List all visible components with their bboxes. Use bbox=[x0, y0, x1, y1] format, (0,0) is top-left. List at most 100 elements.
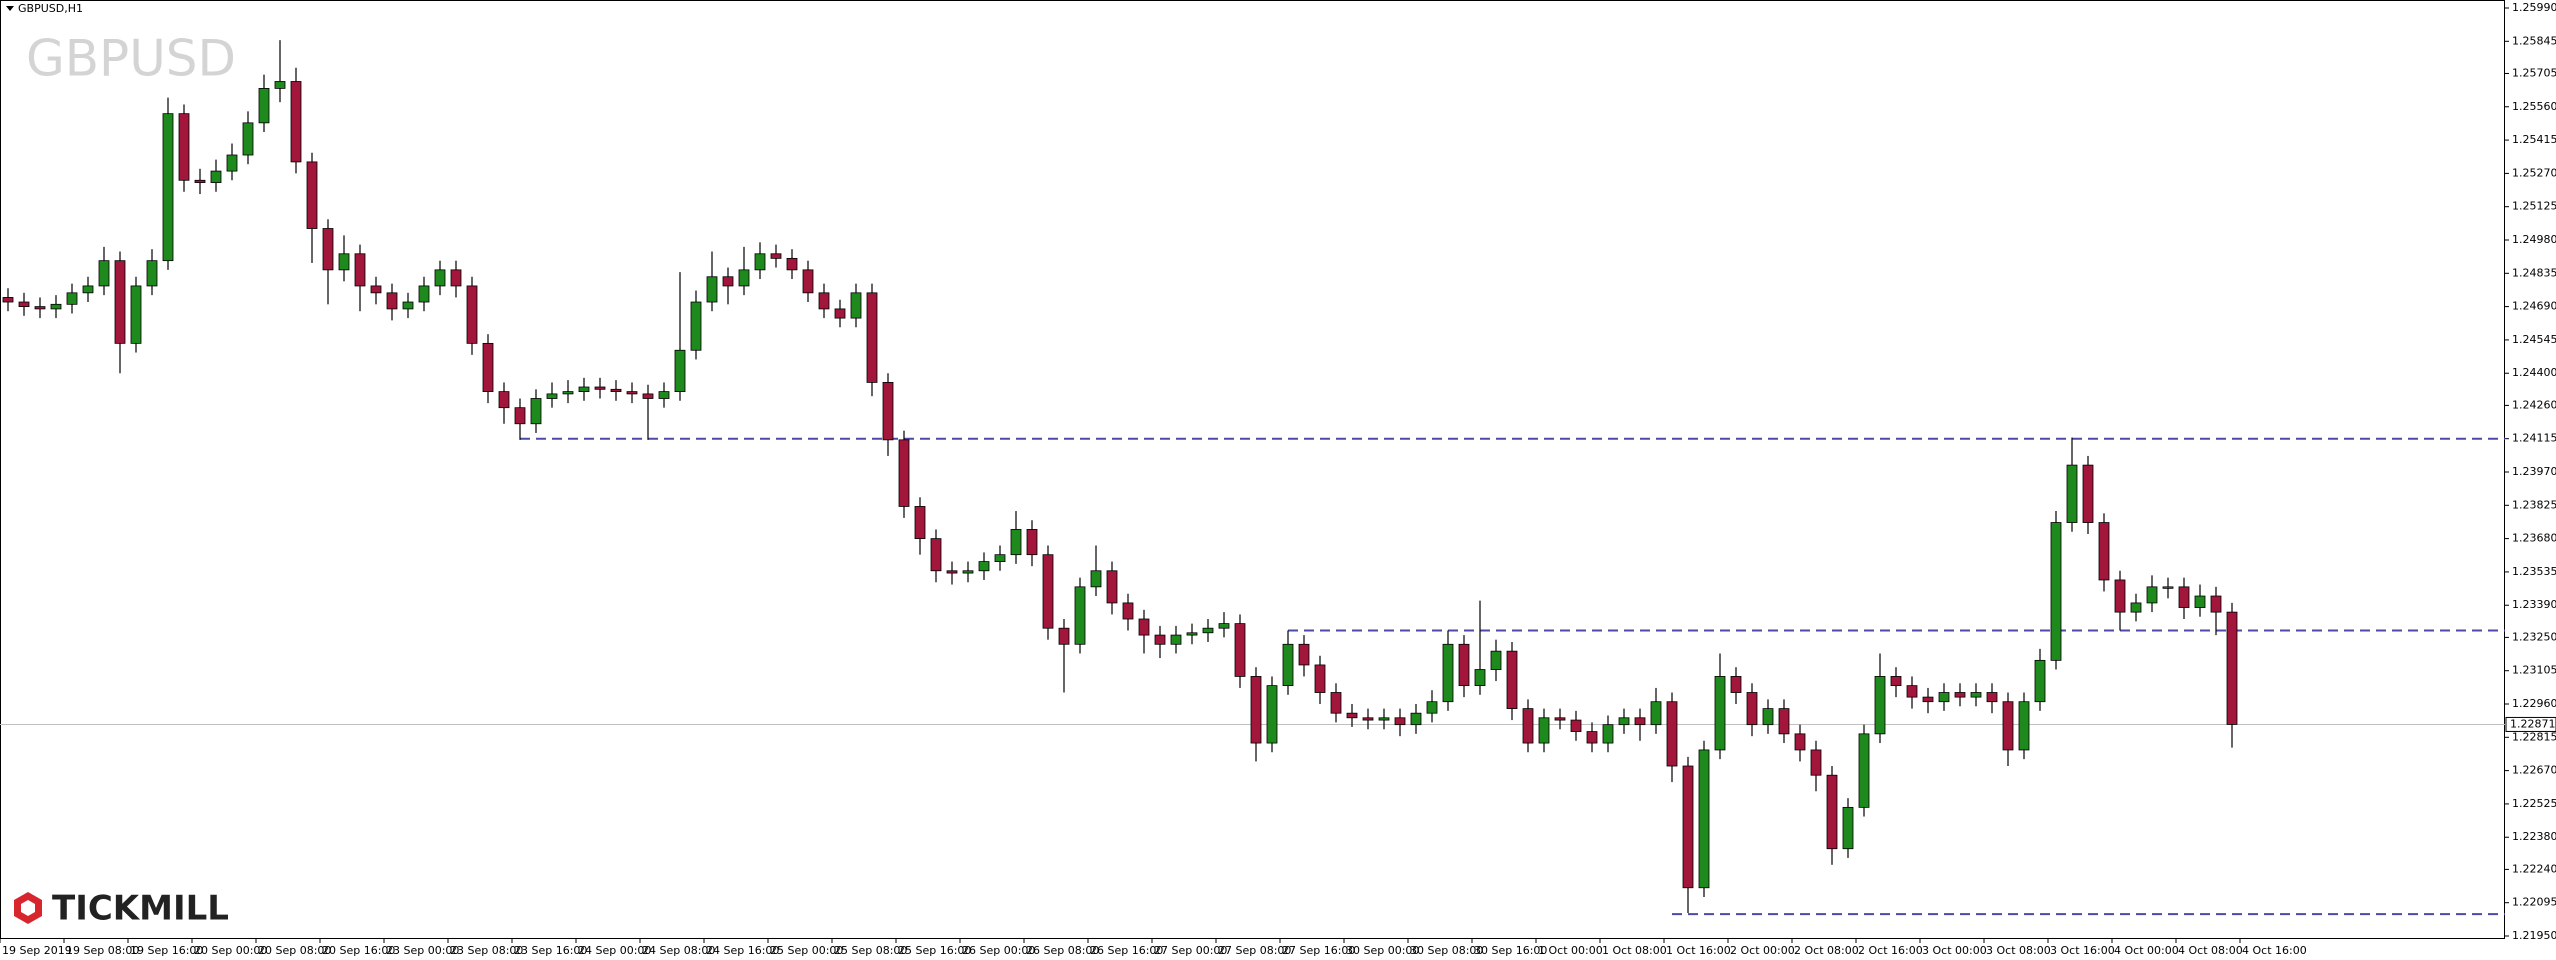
candle-body bbox=[834, 308, 846, 319]
candle-body bbox=[1698, 749, 1710, 889]
candle-body bbox=[1282, 643, 1294, 687]
candle-body bbox=[1138, 618, 1150, 636]
candle-body bbox=[434, 269, 446, 287]
candle-body bbox=[1218, 623, 1230, 629]
y-tick-label: 1.22815 bbox=[2512, 730, 2556, 743]
candle-body bbox=[1250, 676, 1262, 744]
candle-body bbox=[1170, 634, 1182, 645]
candle-body bbox=[322, 228, 334, 271]
candle-body bbox=[130, 285, 142, 344]
candle-body bbox=[1522, 708, 1534, 744]
candle-body bbox=[1682, 765, 1694, 889]
candle-body bbox=[546, 393, 558, 399]
candle-body bbox=[82, 285, 94, 294]
candle-body bbox=[114, 260, 126, 344]
candle-body bbox=[2066, 464, 2078, 523]
y-tick-label: 1.25125 bbox=[2512, 200, 2556, 213]
candle-body bbox=[1202, 627, 1214, 634]
brand-logo: TICKMILL bbox=[14, 889, 229, 929]
candle-body bbox=[1506, 650, 1518, 709]
y-tick-label: 1.24980 bbox=[2512, 233, 2556, 246]
y-tick-label: 1.24835 bbox=[2512, 266, 2556, 279]
x-tick-label: 23 Sep 08:00 bbox=[450, 944, 523, 957]
candle-body bbox=[626, 391, 638, 395]
candle-body bbox=[1762, 708, 1774, 726]
logo-icon-inner bbox=[21, 900, 35, 916]
x-tick-label: 25 Sep 16:00 bbox=[898, 944, 971, 957]
candle-body bbox=[1266, 685, 1278, 744]
x-tick-label: 30 Sep 08:00 bbox=[1410, 944, 1483, 957]
y-tick-label: 1.24400 bbox=[2512, 366, 2556, 379]
y-tick-label: 1.24260 bbox=[2512, 398, 2556, 411]
x-tick-label: 3 Oct 00:00 bbox=[1922, 944, 1987, 957]
x-tick-label: 4 Oct 00:00 bbox=[2114, 944, 2179, 957]
candle-body bbox=[1570, 719, 1582, 732]
candle-body bbox=[1410, 712, 1422, 726]
candle-body bbox=[1666, 701, 1678, 767]
candle-body bbox=[802, 269, 814, 294]
candle-body bbox=[354, 253, 366, 287]
candle-body bbox=[2162, 586, 2174, 589]
x-tick-label: 27 Sep 16:00 bbox=[1282, 944, 1355, 957]
candle-body bbox=[2050, 522, 2062, 661]
last-price-box bbox=[2505, 716, 2556, 732]
y-tick-label: 1.25705 bbox=[2512, 66, 2556, 79]
candle-body bbox=[450, 269, 462, 287]
candle-body bbox=[1314, 664, 1326, 693]
candle-body bbox=[898, 439, 910, 507]
candle-body bbox=[2194, 595, 2206, 608]
candle-body bbox=[1090, 570, 1102, 588]
candle-body bbox=[402, 301, 414, 310]
x-tick-label: 26 Sep 16:00 bbox=[1090, 944, 1163, 957]
y-tick-label: 1.23535 bbox=[2512, 565, 2556, 578]
x-tick-label: 26 Sep 08:00 bbox=[1026, 944, 1099, 957]
watermark: GBPUSD bbox=[26, 30, 236, 88]
candle-body bbox=[1042, 554, 1054, 629]
y-tick-label: 1.25560 bbox=[2512, 100, 2556, 113]
x-tick-label: 20 Sep 08:00 bbox=[258, 944, 331, 957]
candle-body bbox=[1426, 701, 1438, 714]
x-tick-label: 19 Sep 2019 bbox=[2, 944, 72, 957]
candle-body bbox=[1634, 717, 1646, 726]
candle-body bbox=[146, 260, 158, 287]
x-tick-label: 25 Sep 00:00 bbox=[770, 944, 843, 957]
candle-body bbox=[1602, 724, 1614, 744]
candle-body bbox=[1826, 774, 1838, 850]
candle-body bbox=[370, 285, 382, 294]
candle-body bbox=[1586, 731, 1598, 744]
candle-body bbox=[178, 113, 190, 181]
candle-body bbox=[226, 154, 238, 172]
candle-body bbox=[882, 382, 894, 441]
candle-body bbox=[66, 292, 78, 305]
y-tick-label: 1.24690 bbox=[2512, 300, 2556, 313]
candle-body bbox=[258, 87, 270, 124]
x-tick-label: 27 Sep 08:00 bbox=[1218, 944, 1291, 957]
candle-body bbox=[2082, 464, 2094, 523]
x-tick-label: 20 Sep 16:00 bbox=[322, 944, 395, 957]
candle-body bbox=[290, 81, 302, 163]
candle-body bbox=[1650, 701, 1662, 726]
menu-arrow[interactable] bbox=[6, 6, 14, 11]
candle-body bbox=[594, 386, 606, 390]
candle-body bbox=[962, 570, 974, 574]
chart-title: GBPUSD,H1 bbox=[18, 2, 83, 15]
last-price-label: 1.22871 bbox=[2510, 717, 2556, 730]
candle-body bbox=[2210, 595, 2222, 613]
candle-body bbox=[562, 391, 574, 395]
candle-body bbox=[754, 253, 766, 271]
candle-body bbox=[1810, 749, 1822, 776]
candle-body bbox=[194, 179, 206, 183]
candle-body bbox=[610, 388, 622, 393]
y-tick-label: 1.23250 bbox=[2512, 630, 2556, 643]
x-tick-label: 24 Sep 16:00 bbox=[706, 944, 779, 957]
x-tick-label: 26 Sep 00:00 bbox=[962, 944, 1035, 957]
candle-body bbox=[706, 276, 718, 303]
y-tick-label: 1.21950 bbox=[2512, 929, 2556, 942]
candle-body bbox=[1730, 676, 1742, 693]
candle-body bbox=[1122, 602, 1134, 620]
candle-body bbox=[658, 391, 670, 399]
candle-body bbox=[418, 285, 430, 303]
candle-body bbox=[642, 393, 654, 399]
candle-body bbox=[1986, 692, 1998, 703]
candle-body bbox=[1874, 676, 1886, 735]
